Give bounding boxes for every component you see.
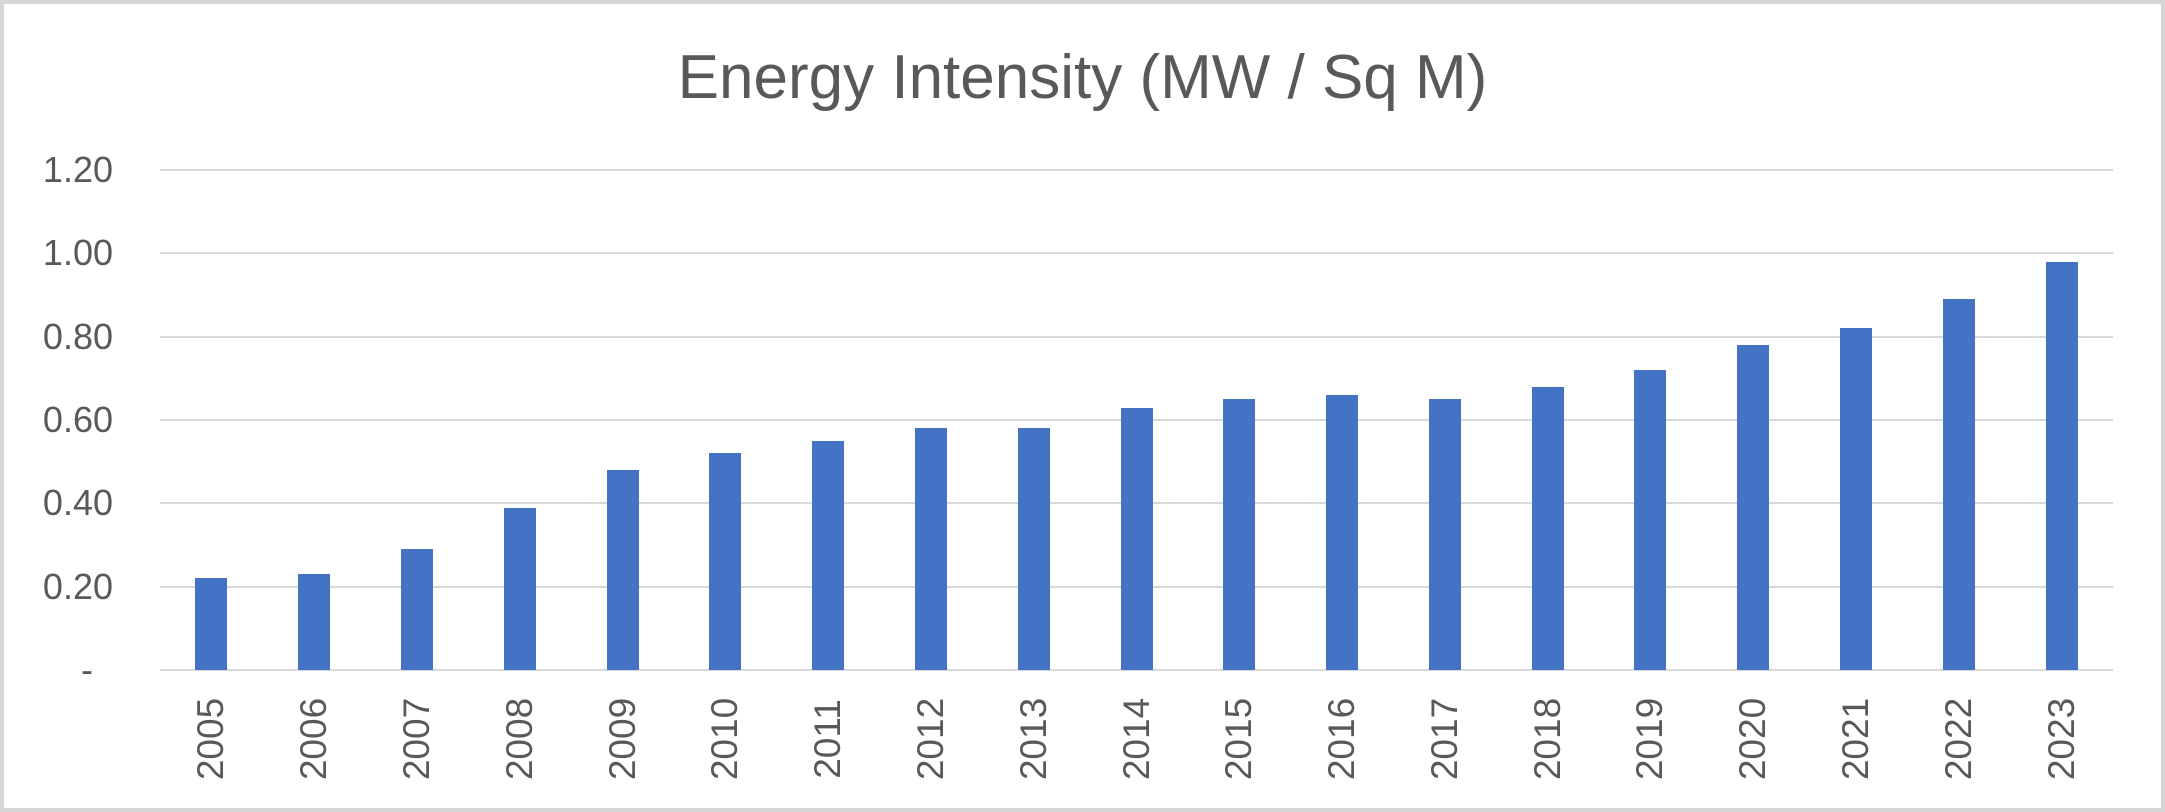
y-tick-label: 0.60 <box>42 399 113 440</box>
x-tick-label: 2008 <box>498 697 540 781</box>
gridline <box>160 669 2113 671</box>
x-tick-label: 2013 <box>1012 697 1054 781</box>
x-tick-label: 2019 <box>1629 697 1671 781</box>
bar <box>709 453 742 670</box>
bar <box>914 428 947 670</box>
bar <box>812 440 845 670</box>
y-tick-label: 0.40 <box>42 482 113 524</box>
x-tick-label: 2007 <box>395 697 437 781</box>
x-tick-label: 2018 <box>1526 697 1568 781</box>
gridline <box>160 169 2113 171</box>
x-tick-label: 2022 <box>1937 697 1979 781</box>
x-tick-label: 2011 <box>807 699 849 779</box>
bar <box>1634 370 1667 670</box>
bar <box>400 549 433 670</box>
y-tick-label: 1.00 <box>42 232 113 274</box>
bar <box>606 470 639 670</box>
bar <box>1840 328 1873 670</box>
x-tick-label: 2014 <box>1115 697 1157 781</box>
bar <box>2045 261 2078 670</box>
x-tick-label: 2020 <box>1732 697 1774 781</box>
x-tick-label: 2021 <box>1835 697 1877 781</box>
bar <box>1942 299 1975 670</box>
bar <box>1737 345 1770 670</box>
x-tick-label: 2016 <box>1321 697 1363 781</box>
chart-title: Energy Intensity (MW / Sq M) <box>677 43 1488 112</box>
gridline <box>160 252 2113 255</box>
x-tick-label: 2006 <box>293 697 335 781</box>
gridline <box>160 335 2113 338</box>
x-tick-label: 2010 <box>704 697 746 781</box>
x-tick-label: 2015 <box>1218 697 1260 781</box>
x-tick-label: 2017 <box>1423 697 1465 781</box>
bar <box>503 507 536 670</box>
bar <box>1017 428 1050 670</box>
y-tick-label: 0.80 <box>42 315 113 357</box>
x-tick-label: 2023 <box>2040 697 2082 781</box>
y-tick-label: 0.20 <box>42 565 113 607</box>
x-tick-label: 2009 <box>601 697 643 781</box>
bar <box>298 574 331 670</box>
bar <box>1120 407 1153 670</box>
bar <box>1223 399 1256 670</box>
bar <box>195 578 228 670</box>
y-tick-label: 1.20 <box>42 149 113 190</box>
bar <box>1428 399 1461 670</box>
x-tick-label: 2005 <box>190 697 232 781</box>
y-tick-label: - <box>81 649 93 690</box>
bar <box>1531 386 1564 670</box>
bar <box>1326 395 1359 670</box>
x-tick-label: 2012 <box>909 697 951 781</box>
